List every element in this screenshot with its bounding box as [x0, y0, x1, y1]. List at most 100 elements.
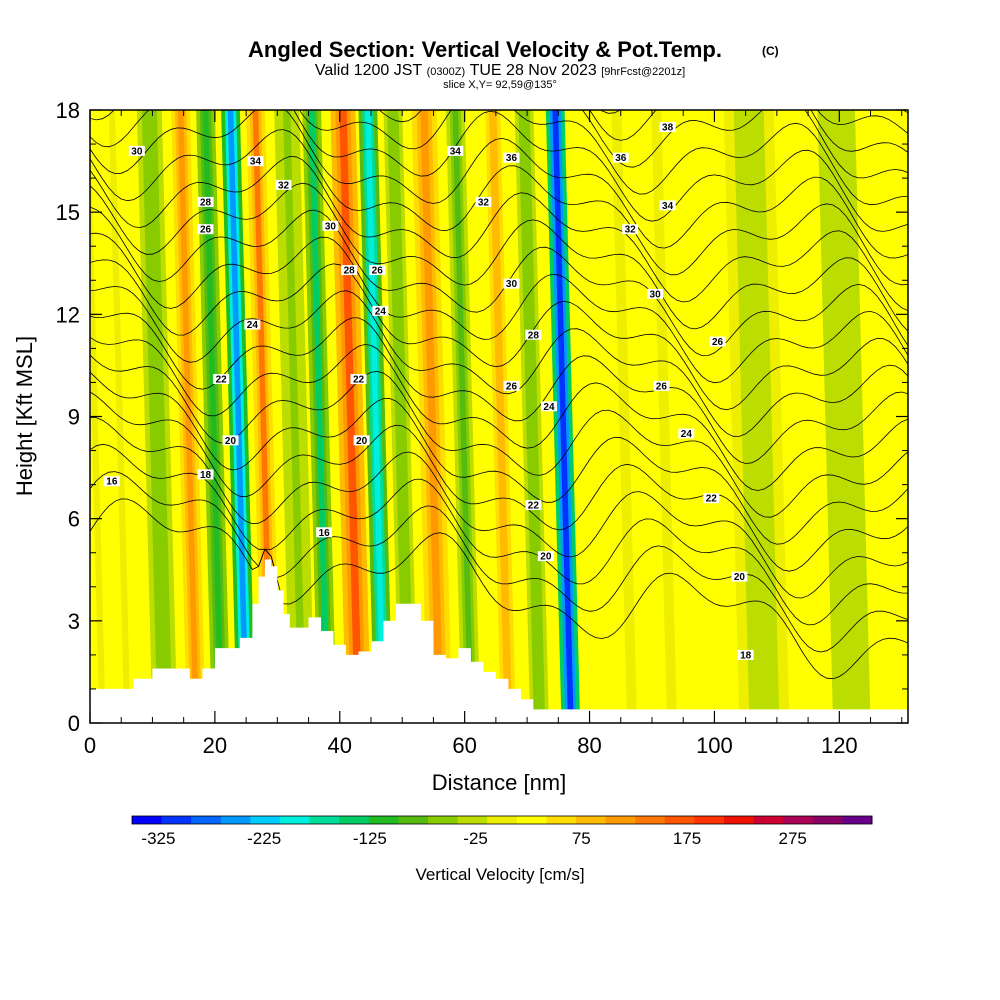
contour-label: 34: [450, 146, 462, 157]
contour-label-box: [197, 469, 214, 480]
contour-label-box: [316, 527, 333, 538]
terrain-mask: [90, 559, 908, 723]
isotherm-line: [90, 371, 908, 545]
contour-label-box: [103, 476, 120, 487]
contour-label-box: [525, 500, 542, 511]
colorbar-swatch: [576, 816, 607, 824]
contour-label-box: [447, 145, 464, 156]
colorbar-swatch: [191, 816, 222, 824]
y-tick-label: 15: [56, 200, 80, 225]
colorbar-swatch: [842, 816, 873, 824]
contour-label: 36: [615, 153, 627, 164]
contour-label: 30: [131, 146, 143, 157]
colorbar-swatch: [487, 816, 518, 824]
isotherm-line: [90, 156, 908, 312]
isotherm-line: [90, 416, 908, 599]
colorbar-swatch: [280, 816, 311, 824]
colorbar-swatch: [428, 816, 459, 824]
colorbar-tick-label: -125: [353, 829, 387, 848]
isotherm-line: [90, 391, 908, 572]
contour-label-box: [353, 435, 370, 446]
isotherm-line: [90, 336, 908, 491]
contour-label: 24: [681, 429, 693, 440]
contour-label-box: [678, 428, 695, 439]
valid-time-line: Valid 1200 JST (0300Z) TUE 28 Nov 2023 […: [315, 62, 685, 79]
contour-label-box: [503, 278, 520, 289]
contour-label: 28: [528, 330, 540, 341]
contour-label: 26: [712, 337, 724, 348]
slice-info: slice X,Y= 92,59@135°: [443, 79, 557, 91]
x-tick-labels: 0 20 40 60 80 100 120: [84, 733, 858, 758]
colorbar-swatch: [635, 816, 666, 824]
contour-label-box: [475, 196, 492, 207]
y-tick-label: 6: [68, 507, 80, 532]
colorbar-tick-label: 75: [572, 829, 591, 848]
contour-label-box: [612, 152, 629, 163]
colorbar-label: Vertical Velocity [cm/s]: [415, 865, 584, 884]
velocity-band: [339, 110, 363, 723]
contour-label-box: [322, 220, 339, 231]
isotherm-line: [90, 129, 908, 286]
valid-utc: (0300Z): [427, 66, 466, 78]
y-tick-label: 12: [56, 302, 80, 327]
contour-label-box: [213, 374, 230, 385]
contour-label: 32: [625, 225, 637, 236]
valid-time: Valid 1200 JST: [315, 62, 423, 79]
y-tick-label: 3: [68, 609, 80, 634]
contour-label: 20: [225, 436, 237, 447]
colorbar-swatch: [368, 816, 399, 824]
contour-label-box: [525, 329, 542, 340]
colorbar-swatch: [161, 816, 192, 824]
contour-label: 28: [344, 266, 356, 277]
contour-label-box: [503, 380, 520, 391]
velocity-band: [94, 110, 120, 723]
colorbar-tick-label: -25: [463, 829, 488, 848]
contour-label-box: [197, 224, 214, 235]
contour-label-box: [659, 200, 676, 211]
isotherm-line: [90, 182, 908, 332]
contour-label-box: [709, 336, 726, 347]
colorbar-tick-label: 275: [779, 829, 807, 848]
contour-label: 24: [543, 402, 555, 413]
colorbar-frame: [131, 815, 873, 825]
isotherm-line: [90, 259, 908, 411]
y-tick-label: 0: [68, 711, 80, 736]
contour-label: 20: [540, 552, 552, 563]
contour-label: 22: [706, 494, 718, 505]
colorbar-swatch: [694, 816, 725, 824]
contour-label-box: [647, 288, 664, 299]
velocity-band: [145, 110, 169, 723]
colorbar-swatch: [220, 816, 251, 824]
contour-label: 36: [506, 153, 518, 164]
x-tick-label: 100: [696, 733, 733, 758]
colorbar-swatch: [250, 816, 281, 824]
colorbar-swatch: [783, 816, 814, 824]
contour-label-box: [540, 401, 557, 412]
valid-date: TUE 28 Nov 2023: [470, 62, 597, 79]
contour-label: 26: [656, 381, 668, 392]
isotherm-line: [90, 498, 908, 680]
contour-labels: 30 34 32 28 26 30 28 26 24 24 22 22 20 20 18 16 16 34 36 32…: [103, 122, 754, 661]
y-tick-labels: 0 3 6 9 12 15 18: [56, 98, 80, 736]
y-tick-label: 18: [56, 98, 80, 123]
contour-label-box: [247, 156, 264, 167]
colorbar-swatch: [309, 816, 340, 824]
contour-label-box: [703, 493, 720, 504]
velocity-band: [489, 110, 513, 723]
colorbar: [131, 815, 873, 825]
isotherm-line: [90, 110, 908, 259]
velocity-band: [308, 110, 331, 723]
contour-label-box: [537, 551, 554, 562]
chart-title: Angled Section: Vertical Velocity & Pot.…: [248, 37, 722, 62]
contour-label: 34: [662, 201, 674, 212]
contour-label-box: [244, 319, 261, 330]
x-tick-label: 40: [328, 733, 352, 758]
contour-label: 24: [375, 306, 387, 317]
colorbar-swatch: [724, 816, 755, 824]
contour-label: 28: [200, 197, 212, 208]
contour-label: 26: [200, 225, 212, 236]
contour-label-box: [222, 435, 239, 446]
contour-label: 22: [528, 501, 540, 512]
velocity-band: [227, 110, 249, 723]
